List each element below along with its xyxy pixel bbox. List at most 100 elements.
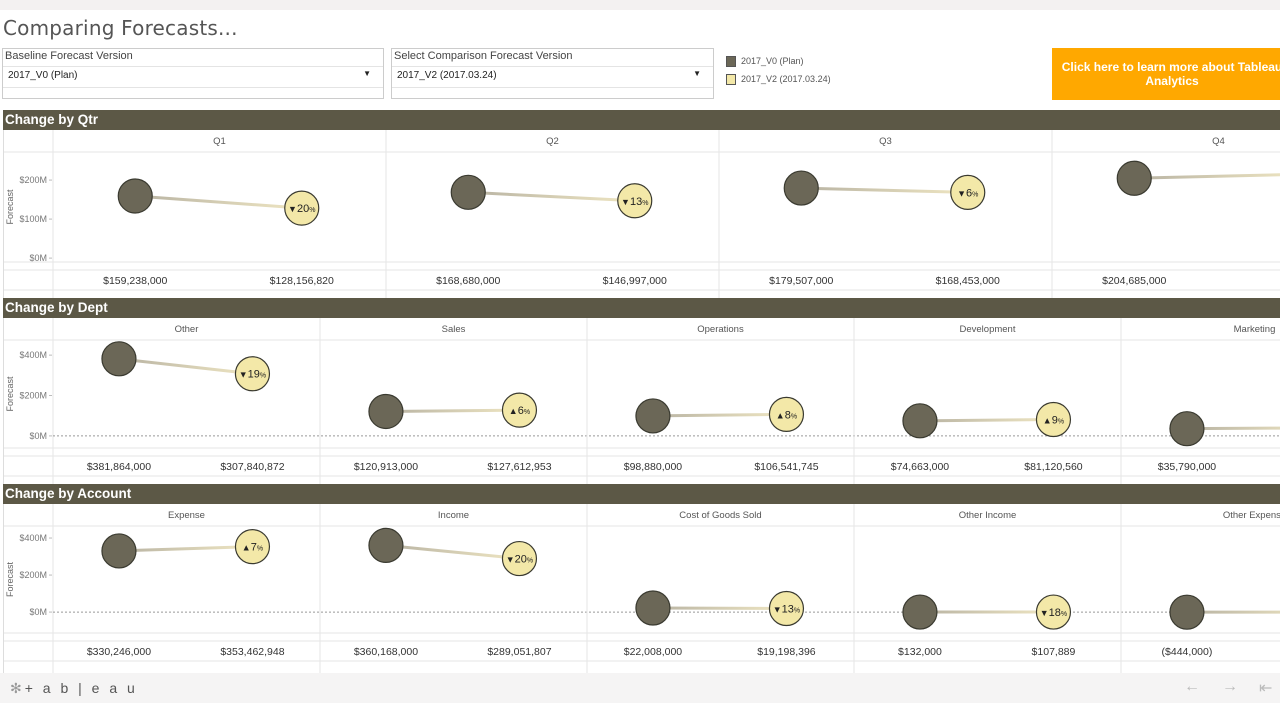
comparison-point[interactable] bbox=[768, 590, 805, 627]
redo-arrow-right-icon[interactable]: → bbox=[1222, 678, 1238, 695]
percent-sign: % bbox=[972, 191, 978, 198]
baseline-version-filter: Baseline Forecast Version 2017_V0 (Plan)… bbox=[2, 48, 384, 99]
baseline-point[interactable] bbox=[902, 594, 938, 630]
legend-item-comparison[interactable]: 2017_V2 (2017.03.24) bbox=[726, 70, 831, 88]
comparison-value: $81,120,560 bbox=[1024, 461, 1083, 473]
comparison-point[interactable] bbox=[284, 190, 320, 226]
percent-sign: % bbox=[524, 409, 530, 416]
change-connector bbox=[652, 412, 787, 418]
y-tick-label: $0M bbox=[29, 431, 47, 441]
baseline-point[interactable] bbox=[1116, 160, 1152, 196]
percent-sign: % bbox=[642, 200, 648, 207]
category-label: Other Income bbox=[959, 510, 1017, 521]
category-cost-of-goods-sold[interactable]: Cost of Goods Sold ▼13% $22,008,000 $19,198… bbox=[586, 504, 816, 681]
comparison-point[interactable] bbox=[501, 392, 538, 428]
baseline-point[interactable] bbox=[783, 170, 819, 206]
comparison-point[interactable] bbox=[950, 174, 986, 210]
revert-arrow-first-icon[interactable]: ⇤ bbox=[1259, 680, 1273, 697]
comparison-version-filter: Select Comparison Forecast Version 2017_… bbox=[391, 48, 714, 99]
change-direction-icon: ▲ bbox=[509, 406, 518, 416]
change-connector bbox=[385, 408, 520, 413]
baseline-point[interactable] bbox=[902, 403, 938, 439]
baseline-point[interactable] bbox=[101, 341, 137, 377]
category-development[interactable]: Development ▲9% $74,663,000 $81,120,560 bbox=[853, 318, 1083, 496]
comparison-version-dropdown[interactable]: 2017_V2 (2017.03.24) ▼ bbox=[392, 67, 713, 88]
comparison-point[interactable] bbox=[1035, 594, 1072, 630]
chart-background bbox=[3, 504, 1280, 681]
category-other[interactable]: Other ▼19% $381,864,000 $307,840,872 bbox=[87, 324, 285, 473]
category-q4[interactable]: Q4 $204,685,000 bbox=[1051, 130, 1280, 310]
comparison-filter-label: Select Comparison Forecast Version bbox=[392, 49, 713, 67]
panel-title: Change by Account bbox=[3, 484, 1280, 504]
y-axis-title: Forecast bbox=[5, 189, 15, 225]
baseline-point[interactable] bbox=[368, 393, 404, 430]
comparison-point[interactable] bbox=[768, 396, 805, 432]
y-tick-label: $100M bbox=[19, 214, 47, 224]
legend-label: 2017_V2 (2017.03.24) bbox=[741, 74, 831, 84]
comparison-point[interactable] bbox=[234, 356, 271, 392]
baseline-point[interactable] bbox=[1169, 594, 1205, 630]
baseline-point[interactable] bbox=[101, 533, 137, 569]
change-connector bbox=[135, 194, 302, 210]
panel-change-by-dept: Change by Dept Forecast $0M $200M $400M Other… bbox=[3, 298, 1280, 496]
category-expense[interactable]: Expense ▲7% $330,246,000 $353,462,948 bbox=[87, 510, 285, 658]
comparison-value: $106,541,745 bbox=[754, 461, 818, 473]
change-label: ▲7% bbox=[242, 542, 263, 554]
category-q1[interactable]: Q1 ▼20% $159,238,000 $128,156,820 bbox=[103, 136, 334, 287]
change-label: ▲8% bbox=[776, 409, 797, 421]
learn-more-button[interactable]: Click here to learn more about Tableau An… bbox=[1052, 48, 1280, 100]
category-operations[interactable]: Operations ▲8% $98,880,000 $106,541,745 bbox=[586, 318, 819, 496]
category-other-income[interactable]: Other Income ▼18% $132,000 $107,889 bbox=[853, 504, 1076, 681]
baseline-point[interactable] bbox=[450, 174, 486, 210]
baseline-version-dropdown[interactable]: 2017_V0 (Plan) ▼ bbox=[3, 67, 383, 88]
comparison-point[interactable] bbox=[501, 540, 538, 577]
percent-sign: % bbox=[794, 608, 800, 615]
comparison-point[interactable] bbox=[234, 529, 271, 565]
category-marketing[interactable]: Marketing $35,790,000 bbox=[1120, 318, 1280, 496]
category-q3[interactable]: Q3 ▼6% $179,507,000 $168,453,000 bbox=[718, 130, 1000, 310]
comparison-value: $127,612,953 bbox=[487, 461, 551, 473]
baseline-value: $360,168,000 bbox=[354, 646, 418, 658]
comparison-value: $307,840,872 bbox=[220, 461, 284, 473]
panel-change-by-account: Change by Account Forecast $0M $200M $400M Ex… bbox=[3, 484, 1280, 681]
comparison-value: $107,889 bbox=[1032, 646, 1076, 658]
baseline-point[interactable] bbox=[1169, 411, 1205, 447]
legend-swatch-comparison bbox=[726, 73, 736, 85]
undo-arrow-left-icon[interactable]: ← bbox=[1184, 678, 1200, 695]
change-connector bbox=[801, 186, 968, 194]
category-income[interactable]: Income ▼20% $360,168,000 $289,051,807 bbox=[319, 504, 552, 681]
category-label: Sales bbox=[442, 324, 466, 335]
baseline-point[interactable] bbox=[368, 527, 404, 564]
change-direction-icon: ▼ bbox=[773, 605, 782, 615]
percent-sign: % bbox=[1061, 611, 1067, 618]
legend-item-baseline[interactable]: 2017_V0 (Plan) bbox=[726, 52, 831, 70]
comparison-point[interactable] bbox=[617, 183, 653, 219]
category-label: Operations bbox=[697, 324, 744, 335]
category-other-expense[interactable]: Other Expense ($444,000) bbox=[1120, 504, 1280, 681]
change-percent: 20 bbox=[515, 554, 527, 566]
baseline-point[interactable] bbox=[635, 398, 671, 434]
color-legend: 2017_V0 (Plan) 2017_V2 (2017.03.24) bbox=[726, 52, 831, 88]
change-connector bbox=[919, 418, 1054, 423]
top-strip bbox=[0, 0, 1280, 10]
cta-line-1: Click here to learn more about Tableau bbox=[1061, 60, 1280, 74]
change-percent: 6 bbox=[518, 405, 524, 417]
change-connector bbox=[652, 606, 787, 611]
baseline-value: $74,663,000 bbox=[891, 461, 950, 473]
baseline-point[interactable] bbox=[117, 178, 153, 214]
change-connector bbox=[385, 543, 520, 561]
change-label: ▼20% bbox=[506, 554, 533, 566]
panel-change-by-qtr: Change by Qtr Forecast $0M $100M $200M Q1 ▼20%… bbox=[3, 110, 1280, 310]
y-tick-label: $0M bbox=[29, 607, 47, 617]
category-sales[interactable]: Sales ▲6% $120,913,000 $127,612,953 bbox=[319, 318, 552, 496]
y-tick-label: $400M bbox=[19, 350, 47, 360]
dropdown-arrow-icon: ▼ bbox=[693, 69, 701, 78]
baseline-point[interactable] bbox=[635, 590, 671, 626]
comparison-point[interactable] bbox=[1035, 401, 1072, 438]
tableau-logo[interactable]: ✻+ a b | e a u bbox=[10, 680, 138, 697]
dumbbell-chart: Forecast $0M $200M $400M Expense ▲7% $330,246,… bbox=[3, 504, 1280, 681]
baseline-value: $179,507,000 bbox=[769, 275, 833, 287]
category-q2[interactable]: Q2 ▼13% $168,680,000 $146,997,000 bbox=[385, 130, 667, 310]
change-label: ▼13% bbox=[773, 604, 800, 616]
y-axis-title: Forecast bbox=[5, 376, 15, 412]
